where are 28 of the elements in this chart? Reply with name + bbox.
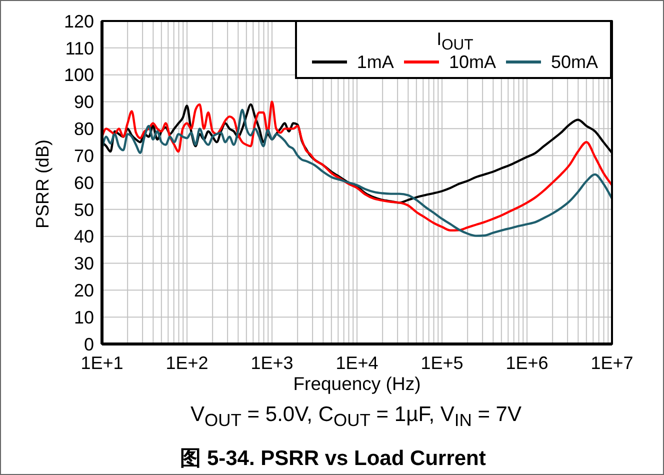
x-tick-label: 1E+5 — [420, 352, 464, 373]
legend-label: 10mA — [448, 52, 496, 72]
x-tick-label: 1E+3 — [250, 352, 294, 373]
y-tick-label: 90 — [74, 92, 94, 112]
y-tick-label: 40 — [74, 226, 94, 247]
y-tick-label: 50 — [74, 200, 94, 220]
y-tick-label: 110 — [65, 38, 94, 58]
x-tick-label: 1E+1 — [80, 352, 124, 373]
x-axis-title: Frequency (Hz) — [293, 373, 421, 395]
y-tick-label: 120 — [64, 11, 94, 32]
text: 图 5-34. PSRR vs Load Current — [180, 446, 486, 472]
x-tick-label: 1E+7 — [590, 352, 634, 373]
text: V$_{OUT}$ = 5.0V, C$_{OUT}$ = 1µF, V$_{IN}$ = 7V — [190, 402, 522, 432]
y-tick-label: 70 — [74, 146, 94, 166]
legend-label: 1mA — [356, 52, 394, 72]
y-tick-label: 30 — [74, 254, 94, 274]
x-tick-label: 1E+2 — [166, 352, 208, 373]
x-tick-label: 1E+4 — [336, 352, 378, 373]
y-tick-label: 60 — [74, 172, 94, 193]
legend-label: 50mA — [550, 52, 598, 72]
y-tick-label: 20 — [74, 280, 94, 301]
y-tick-label: 10 — [74, 307, 94, 328]
legend-title: I$_{OUT}$ — [436, 28, 474, 54]
x-tick-label: 1E+6 — [506, 352, 548, 373]
y-tick-label: 0 — [84, 334, 94, 354]
y-axis-title: PSRR (dB) — [32, 138, 54, 228]
y-tick-label: 100 — [64, 65, 94, 86]
y-tick-label: 80 — [74, 119, 94, 140]
